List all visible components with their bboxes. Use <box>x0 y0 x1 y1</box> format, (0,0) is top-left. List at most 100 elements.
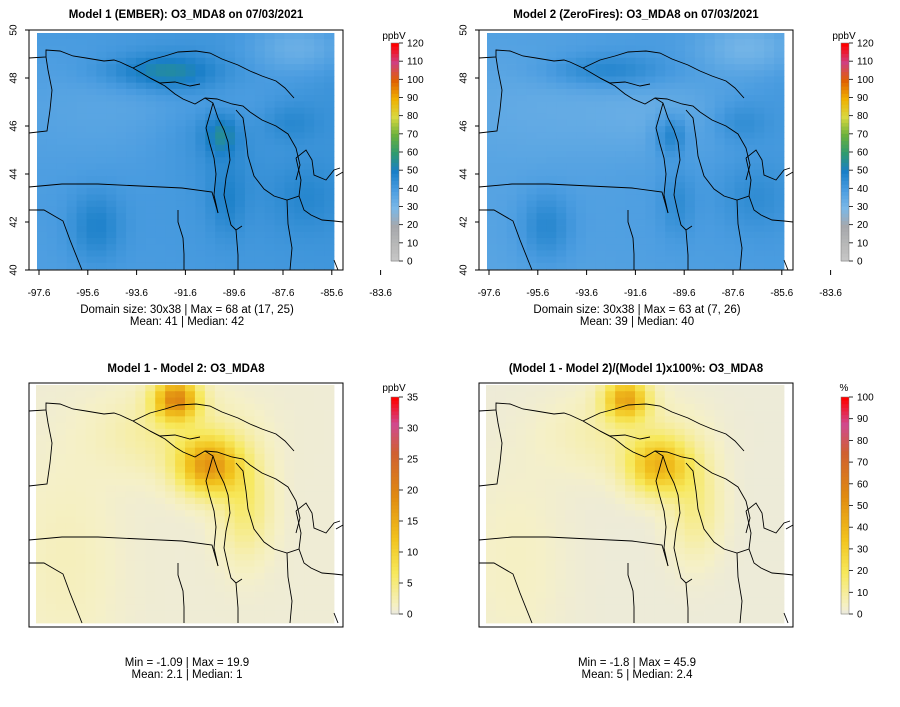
heatmap-cell <box>625 175 636 183</box>
heatmap-cell <box>254 560 265 568</box>
heatmap-cell <box>85 529 96 536</box>
heatmap-cell <box>105 610 116 618</box>
heatmap-cell <box>65 416 77 423</box>
heatmap-cell <box>284 460 295 467</box>
heatmap-cell <box>714 213 725 220</box>
heatmap-cell <box>145 237 157 245</box>
heatmap-cell <box>685 188 696 195</box>
heatmap-cell <box>235 51 246 59</box>
heatmap-cell <box>195 250 206 257</box>
heatmap-cell <box>644 554 656 561</box>
heatmap-cell <box>46 113 58 121</box>
heatmap-cell <box>136 188 147 195</box>
heatmap-cell <box>595 119 607 127</box>
heatmap-cell <box>254 175 266 183</box>
heatmap-cell <box>585 385 596 392</box>
heatmap-cell <box>605 113 617 121</box>
heatmap-cell <box>635 138 646 146</box>
heatmap-cell <box>605 547 616 555</box>
legend-swatch <box>391 610 399 615</box>
heatmap-cell <box>615 410 626 417</box>
heatmap-cell <box>764 441 775 449</box>
heatmap-cell <box>595 237 607 245</box>
heatmap-cell <box>546 88 557 96</box>
heatmap-cell <box>536 39 547 46</box>
heatmap-cell <box>75 597 87 605</box>
heatmap-cell <box>595 157 607 164</box>
heatmap-cell <box>575 428 586 436</box>
heatmap-cell <box>724 188 735 195</box>
heatmap-cell <box>155 169 167 177</box>
heatmap-cell <box>675 144 686 152</box>
heatmap-cell <box>734 403 745 411</box>
heatmap-cell <box>694 535 705 542</box>
heatmap-cell <box>76 64 87 71</box>
legend-swatch <box>391 512 399 517</box>
heatmap-cell <box>655 194 666 202</box>
heatmap-cell <box>575 504 586 511</box>
heatmap-cell <box>764 416 775 423</box>
heatmap-cell <box>274 435 285 442</box>
heatmap-cell <box>555 616 566 624</box>
heatmap-cell <box>694 231 706 239</box>
heatmap-cell <box>625 57 636 65</box>
heatmap-cell <box>175 453 186 461</box>
heatmap-cell <box>685 95 696 102</box>
heatmap-cell <box>546 51 557 59</box>
heatmap-cell <box>487 51 498 59</box>
heatmap-cell <box>675 175 686 183</box>
heatmap-cell <box>704 33 716 40</box>
heatmap-cell <box>254 535 265 542</box>
heatmap-cell <box>126 151 137 158</box>
heatmap-cell <box>165 76 176 84</box>
heatmap-cell <box>324 169 335 177</box>
heatmap-cell <box>665 57 676 65</box>
heatmap-cell <box>274 64 285 71</box>
heatmap-cell <box>95 497 106 505</box>
heatmap-cell <box>644 435 656 442</box>
heatmap-cell <box>684 478 695 486</box>
heatmap-cell <box>145 200 157 208</box>
heatmap-cell <box>585 478 596 486</box>
heatmap-cell <box>165 572 176 580</box>
heatmap-cell <box>575 610 586 618</box>
heatmap-cell <box>665 33 676 40</box>
heatmap-cell <box>754 472 765 480</box>
heatmap-cell <box>304 262 315 270</box>
heatmap-cell <box>36 560 47 568</box>
heatmap-cell <box>165 250 176 257</box>
heatmap-cell <box>46 101 58 108</box>
heatmap-cell <box>324 416 335 423</box>
heatmap-cell <box>545 597 556 605</box>
heatmap-cell <box>254 610 265 618</box>
heatmap-cell <box>714 597 725 605</box>
heatmap-cell <box>324 157 335 164</box>
legend-swatch <box>841 181 849 186</box>
heatmap-cell <box>135 597 146 605</box>
heatmap-cell <box>244 504 255 511</box>
heatmap-cell <box>264 194 275 202</box>
heatmap-cell <box>324 175 335 183</box>
heatmap-cell <box>194 585 206 593</box>
heatmap-cell <box>274 119 285 127</box>
heatmap-cell <box>254 182 266 189</box>
heatmap-cell <box>155 397 166 405</box>
heatmap-cell <box>525 485 537 492</box>
heatmap-cell <box>496 206 508 214</box>
heatmap-cell <box>224 447 236 455</box>
legend-swatch <box>841 141 849 146</box>
heatmap-cell <box>65 466 77 474</box>
heatmap-cell <box>116 188 127 195</box>
heatmap-cell <box>496 175 508 183</box>
heatmap-cell <box>685 33 696 40</box>
heatmap-cell <box>714 64 725 71</box>
heatmap-cell <box>274 497 285 505</box>
heatmap-cell <box>586 256 597 264</box>
heatmap-cell <box>684 403 695 411</box>
heatmap-cell <box>576 101 587 108</box>
heatmap-cell <box>565 485 576 492</box>
heatmap-cell <box>525 435 537 442</box>
heatmap-cell <box>145 516 156 524</box>
heatmap-cell <box>224 385 236 392</box>
heatmap-cell <box>194 460 206 467</box>
